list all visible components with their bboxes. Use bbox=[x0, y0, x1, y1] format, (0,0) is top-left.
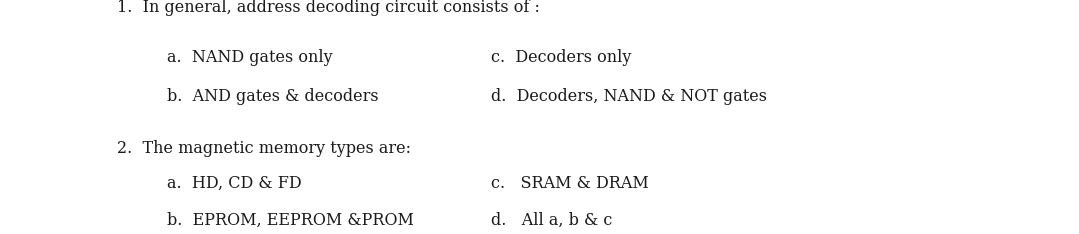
Text: c.  Decoders only: c. Decoders only bbox=[491, 48, 631, 66]
Text: c.   SRAM & DRAM: c. SRAM & DRAM bbox=[491, 175, 648, 192]
Text: 2.  The magnetic memory types are:: 2. The magnetic memory types are: bbox=[117, 140, 410, 157]
Text: d.   All a, b & c: d. All a, b & c bbox=[491, 212, 612, 229]
Text: 1.  In general, address decoding circuit consists of :: 1. In general, address decoding circuit … bbox=[117, 0, 540, 16]
Text: a.  NAND gates only: a. NAND gates only bbox=[167, 48, 332, 66]
Text: b.  EPROM, EEPROM &PROM: b. EPROM, EEPROM &PROM bbox=[167, 212, 414, 229]
Text: b.  AND gates & decoders: b. AND gates & decoders bbox=[167, 88, 379, 105]
Text: d.  Decoders, NAND & NOT gates: d. Decoders, NAND & NOT gates bbox=[491, 88, 767, 105]
Text: a.  HD, CD & FD: a. HD, CD & FD bbox=[167, 175, 302, 192]
